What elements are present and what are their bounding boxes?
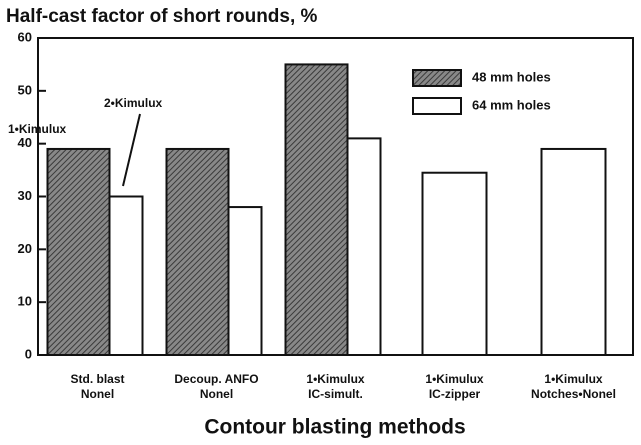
annotation-leader (122, 113, 141, 187)
x-tick-label: Nonel (81, 387, 114, 401)
x-tick-label: 1•Kimulux (425, 372, 484, 386)
bar (227, 206, 263, 356)
legend-label: 64 mm holes (472, 97, 551, 112)
x-tick-label: IC-zipper (429, 387, 481, 401)
x-tick-label: Decoup. ANFO (174, 372, 258, 386)
x-tick-label: Notches•Nonel (531, 387, 616, 401)
annotation: 1•Kimulux (8, 122, 67, 136)
bar (165, 147, 230, 356)
legend-swatch (412, 97, 462, 115)
y-tick-label: 50 (18, 82, 32, 97)
bar (108, 195, 144, 356)
x-axis-label: Contour blasting methods (204, 416, 465, 439)
bar (346, 137, 382, 356)
bar (284, 63, 349, 357)
bar (540, 147, 607, 356)
y-tick-label: 40 (18, 135, 32, 150)
y-tick-label: 0 (25, 346, 32, 361)
x-tick-label: Nonel (200, 387, 233, 401)
y-tick-label: 10 (18, 294, 32, 309)
y-tick-label: 20 (18, 241, 32, 256)
x-tick-label: 1•Kimulux (544, 372, 603, 386)
annotation: 2•Kimulux (104, 96, 163, 110)
legend-label: 48 mm holes (472, 69, 551, 84)
bar (421, 171, 488, 356)
chart-title: Half-cast factor of short rounds, % (6, 6, 318, 27)
x-tick-label: 1•Kimulux (306, 372, 365, 386)
x-tick-label: IC-simult. (308, 387, 363, 401)
legend-swatch (412, 69, 462, 87)
bar (46, 147, 111, 356)
x-tick-label: Std. blast (70, 372, 124, 386)
y-tick-label: 30 (18, 188, 32, 203)
y-tick-label: 60 (18, 29, 32, 44)
